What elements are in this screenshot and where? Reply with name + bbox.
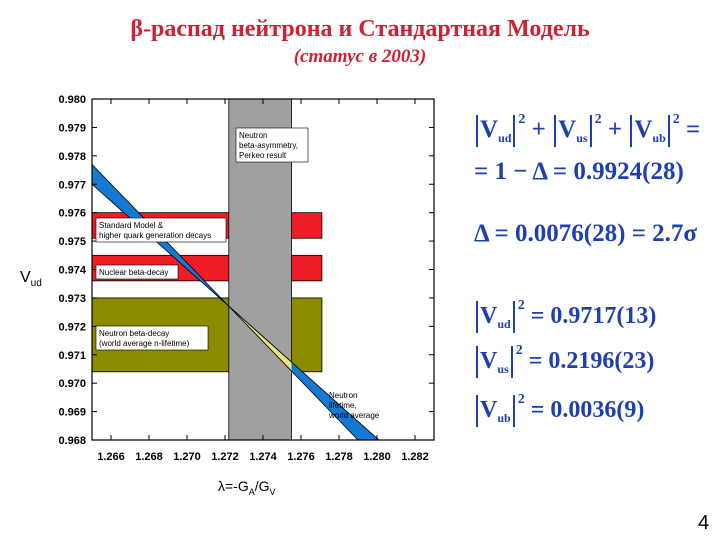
formula-unitarity-sum: Vud2 + Vus2 + Vub2 =: [474, 112, 700, 148]
label-neutron-decay-box: [95, 325, 209, 351]
label-neutron-decay-text: (world average n-lifetime): [99, 339, 190, 348]
y-tick-label: 0.971: [58, 350, 86, 362]
y-tick-label: 0.976: [58, 208, 86, 220]
label-nuclear-box: [95, 264, 179, 280]
x-tick-label: 1.280: [363, 451, 391, 463]
x-tick-label: 1.272: [211, 451, 239, 463]
y-tick-label: 0.975: [58, 236, 86, 248]
y-tick-label: 0.972: [58, 321, 86, 333]
y-tick-label: 0.979: [58, 122, 86, 134]
x-tick-label: 1.266: [97, 451, 125, 463]
x-tick-label: 1.268: [135, 451, 163, 463]
label-standard-model-box: [95, 217, 227, 243]
lifetime-band-overlap: [228, 305, 292, 372]
label-nuclear-text: Nuclear beta-decay: [99, 268, 168, 277]
page-number: 4: [698, 512, 710, 534]
label-lifetime-text: Neutron: [329, 391, 357, 400]
vud-lambda-chart: 0.968 0.969 0.970 0.971 0.972 0.973 0.974 0.975…: [20, 94, 435, 497]
y-tick-label: 0.977: [58, 179, 86, 191]
y-tick-label: 0.980: [58, 94, 86, 106]
slide-title: β-распад нейтрона и Стандартная Модель: [130, 16, 590, 42]
x-tick-label: 1.278: [325, 451, 353, 463]
x-tick-label: 1.270: [173, 451, 201, 463]
x-tick-label: 1.276: [287, 451, 315, 463]
formula-unitarity-result: = 1 − Δ = 0.9924(28): [474, 158, 684, 185]
y-tick-label: 0.968: [58, 435, 86, 447]
label-lifetime-text: lifetime,: [329, 401, 357, 410]
y-tick-label: 0.969: [58, 407, 86, 419]
y-tick-label: 0.970: [58, 378, 86, 390]
y-tick-label: 0.978: [58, 151, 86, 163]
label-standard-model-text: Standard Model &: [99, 221, 164, 230]
label-neutron-decay-text: Neutron beta-decay: [99, 329, 169, 338]
label-perkeo-text: Perkeo result: [239, 151, 287, 160]
formula-delta: Δ = 0.0076(28) = 2.7σ: [474, 220, 698, 247]
y-axis-label: Vud: [20, 269, 42, 289]
x-axis-label: λ=-GA/GV: [218, 478, 276, 497]
y-tick-label: 0.973: [58, 293, 86, 305]
formula-vub: Vub2 = 0.0036(9): [474, 392, 644, 428]
label-standard-model-text: higher quark generation decays: [99, 231, 211, 240]
slide-subtitle: (статус в 2003): [293, 46, 427, 67]
y-tick-label: 0.974: [58, 265, 86, 277]
label-perkeo-box: [235, 127, 309, 163]
formula-vud: Vud2 = 0.9717(13): [474, 298, 656, 334]
x-tick-label: 1.274: [249, 451, 277, 463]
formula-vus: Vus2 = 0.2196(23): [474, 343, 654, 379]
label-lifetime-text: world average: [328, 411, 380, 420]
label-perkeo-text: beta-asymmetry,: [239, 141, 298, 150]
x-tick-label: 1.282: [401, 451, 429, 463]
label-perkeo-text: Neutron: [239, 131, 267, 140]
